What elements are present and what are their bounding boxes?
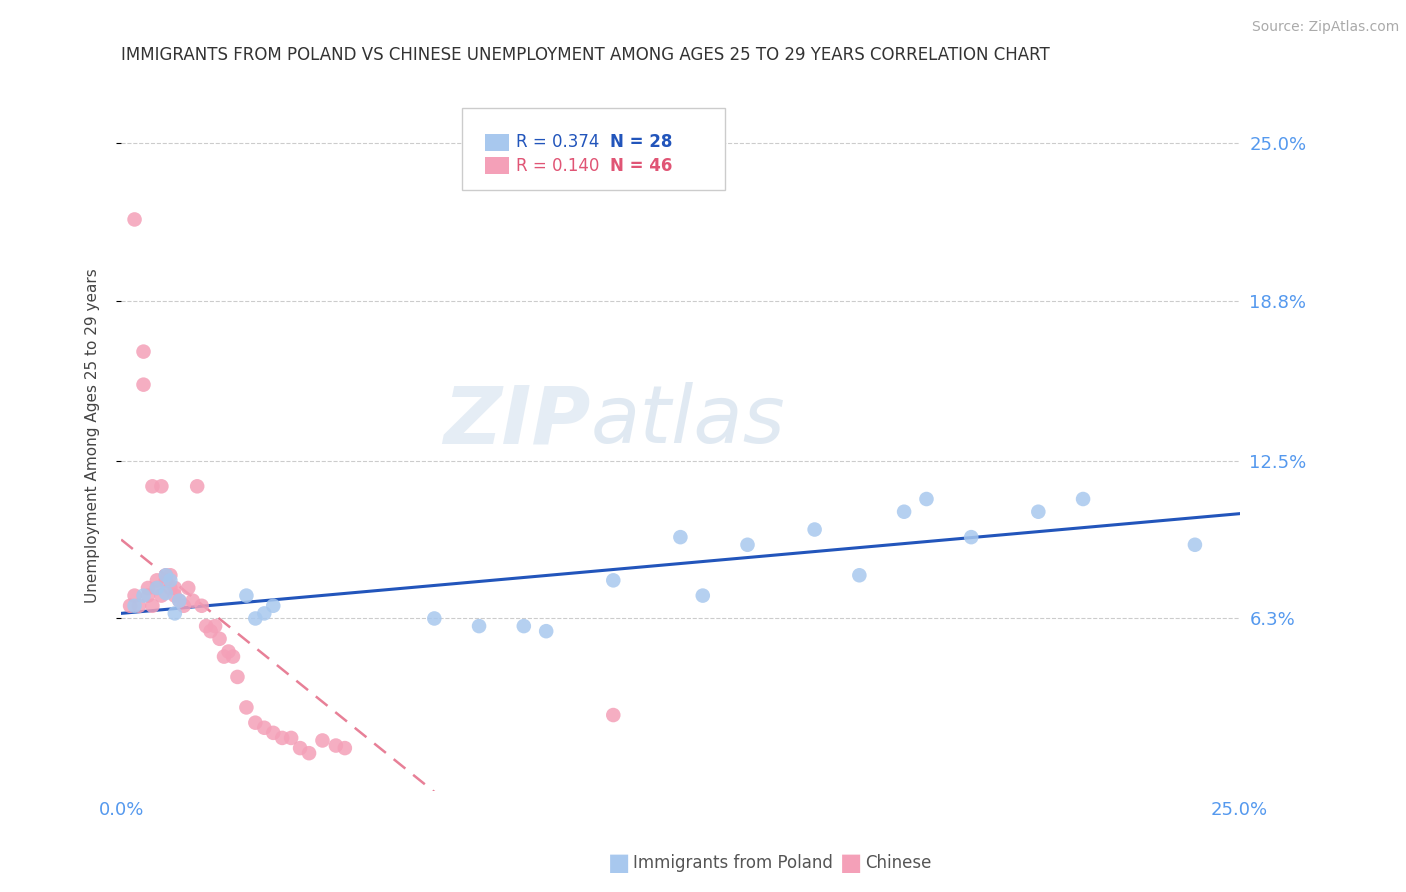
Point xyxy=(1028,505,1050,519)
Point xyxy=(692,589,714,603)
Point xyxy=(915,491,938,506)
Point xyxy=(737,538,759,552)
Point xyxy=(1184,538,1206,552)
Point xyxy=(120,599,142,613)
Point xyxy=(253,721,276,735)
Point xyxy=(262,726,284,740)
Point xyxy=(190,599,212,613)
Text: atlas: atlas xyxy=(591,383,786,460)
Point xyxy=(204,619,226,633)
Point xyxy=(602,708,624,723)
Text: ■: ■ xyxy=(839,852,862,875)
Y-axis label: Unemployment Among Ages 25 to 29 years: Unemployment Among Ages 25 to 29 years xyxy=(86,268,100,603)
Point xyxy=(1071,491,1094,506)
Text: Chinese: Chinese xyxy=(865,855,931,872)
Text: Immigrants from Poland: Immigrants from Poland xyxy=(633,855,832,872)
Point xyxy=(212,649,235,664)
Point xyxy=(177,581,200,595)
Point xyxy=(146,581,169,595)
Point xyxy=(169,593,191,607)
Point xyxy=(146,581,169,595)
Point xyxy=(155,568,177,582)
Point xyxy=(513,619,536,633)
Point xyxy=(150,479,173,493)
Point xyxy=(602,574,624,588)
Text: ■: ■ xyxy=(607,852,630,875)
Point xyxy=(124,212,146,227)
Point xyxy=(155,586,177,600)
Point xyxy=(218,644,240,658)
Point xyxy=(136,581,159,595)
FancyBboxPatch shape xyxy=(485,157,509,175)
Point xyxy=(226,670,249,684)
FancyBboxPatch shape xyxy=(463,108,725,190)
Point xyxy=(208,632,231,646)
Text: R = 0.374: R = 0.374 xyxy=(516,133,599,152)
Point xyxy=(132,377,155,392)
Point xyxy=(132,344,155,359)
Point xyxy=(280,731,302,745)
Point xyxy=(159,581,181,595)
Text: Source: ZipAtlas.com: Source: ZipAtlas.com xyxy=(1251,20,1399,34)
Point xyxy=(124,599,146,613)
Point xyxy=(333,741,356,756)
Point xyxy=(298,746,321,760)
Point xyxy=(159,568,181,582)
Point xyxy=(803,523,825,537)
Point xyxy=(253,607,276,621)
Point xyxy=(124,589,146,603)
Point xyxy=(222,649,245,664)
Point xyxy=(893,505,915,519)
Point xyxy=(146,574,169,588)
Point xyxy=(128,599,150,613)
Point xyxy=(848,568,870,582)
Text: N = 28: N = 28 xyxy=(610,133,672,152)
Point xyxy=(960,530,983,544)
Text: R = 0.140: R = 0.140 xyxy=(516,157,599,175)
Point xyxy=(195,619,218,633)
Point xyxy=(235,700,257,714)
Point xyxy=(150,589,173,603)
Point xyxy=(136,589,159,603)
Text: ZIP: ZIP xyxy=(443,383,591,460)
Text: N = 46: N = 46 xyxy=(610,157,672,175)
Text: IMMIGRANTS FROM POLAND VS CHINESE UNEMPLOYMENT AMONG AGES 25 TO 29 YEARS CORRELA: IMMIGRANTS FROM POLAND VS CHINESE UNEMPL… xyxy=(121,46,1050,64)
Point xyxy=(200,624,222,639)
Point xyxy=(534,624,557,639)
Point xyxy=(468,619,491,633)
Point xyxy=(245,611,267,625)
FancyBboxPatch shape xyxy=(485,134,509,151)
Point xyxy=(163,581,186,595)
Point xyxy=(186,479,208,493)
Point xyxy=(271,731,294,745)
Point xyxy=(245,715,267,730)
Point xyxy=(163,607,186,621)
Point xyxy=(169,593,191,607)
Point xyxy=(141,479,163,493)
Point xyxy=(311,733,333,747)
Point xyxy=(325,739,347,753)
Point xyxy=(288,741,311,756)
Point xyxy=(132,589,155,603)
Point xyxy=(669,530,692,544)
Point xyxy=(159,574,181,588)
Point xyxy=(173,599,195,613)
Point xyxy=(141,599,163,613)
Point xyxy=(155,574,177,588)
Point xyxy=(423,611,446,625)
Point xyxy=(262,599,284,613)
Point xyxy=(155,568,177,582)
Point xyxy=(235,589,257,603)
Point xyxy=(163,589,186,603)
Point xyxy=(181,593,204,607)
